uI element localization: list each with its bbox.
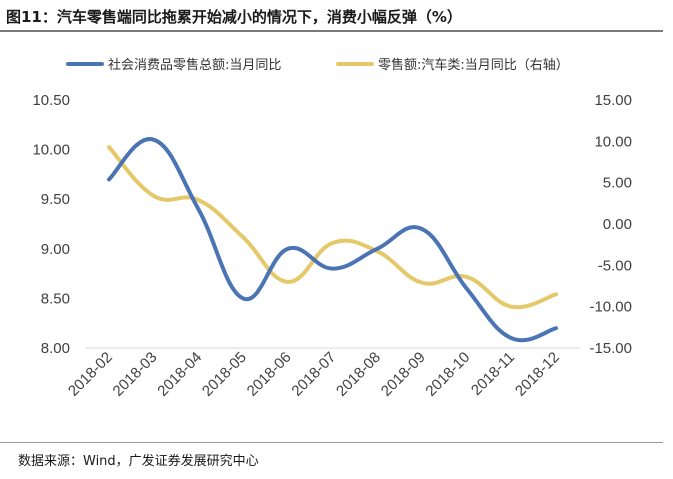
figure-title: 图11：汽车零售端同比拖累开始减小的情况下，消费小幅反弹（%） [6,8,462,26]
left-tick-label: 9.00 [41,241,70,258]
x-tick-label: 2018-11 [468,349,518,399]
legend-label: 零售额:汽车类:当月同比（右轴） [378,57,569,73]
x-tick-label: 2018-04 [154,349,205,400]
auto-sales-line [107,145,558,310]
x-tick-label: 2018-03 [110,349,161,400]
source-note: 数据来源：Wind，广发证券发展研究中心 [18,454,259,469]
series-lines [107,137,558,343]
x-tick-label: 2018-08 [333,349,384,400]
right-tick-label: 10.00 [594,133,632,150]
right-tick-label: -10.00 [589,299,632,316]
right-tick-label: -15.00 [589,340,632,357]
legend-label: 社会消费品零售总额:当月同比 [108,57,281,73]
left-tick-label: 10.50 [32,92,70,109]
retail-sales-line [107,137,558,343]
left-tick-label: 9.50 [41,191,70,208]
x-tick-label: 2018-12 [512,349,563,400]
x-tick-label: 2018-02 [65,349,116,400]
right-tick-label: 15.00 [594,92,632,109]
top-divider [0,30,663,32]
left-tick-label: 8.00 [41,340,70,357]
x-tick-label: 2018-07 [288,349,339,400]
right-tick-label: 5.00 [603,175,632,192]
chart-legend: 社会消费品零售总额:当月同比 零售额:汽车类:当月同比（右轴） [66,57,569,73]
right-tick-label: -5.00 [598,257,632,274]
x-tick-label: 2018-06 [244,349,295,400]
x-tick-label: 2018-05 [199,349,250,400]
x-tick-label: 2018-09 [378,349,429,400]
legend-item-retail-sales: 社会消费品零售总额:当月同比 [66,57,281,73]
x-axis-ticks: 2018-022018-032018-042018-052018-062018-… [65,349,563,400]
legend-item-auto-sales: 零售额:汽车类:当月同比（右轴） [336,57,569,73]
left-tick-label: 8.50 [41,290,70,307]
x-tick-label: 2018-10 [422,349,473,400]
right-tick-label: 0.00 [603,216,632,233]
bottom-divider [0,442,663,443]
line-chart: 社会消费品零售总额:当月同比 零售额:汽车类:当月同比（右轴） 8.00 8.50 9… [32,57,632,400]
left-axis-ticks: 8.00 8.50 9.00 9.50 10.00 10.50 [32,92,70,357]
right-axis-ticks: -15.00 -10.00 -5.00 0.00 5.00 10.00 15.00 [589,92,632,357]
left-tick-label: 10.00 [32,142,70,159]
